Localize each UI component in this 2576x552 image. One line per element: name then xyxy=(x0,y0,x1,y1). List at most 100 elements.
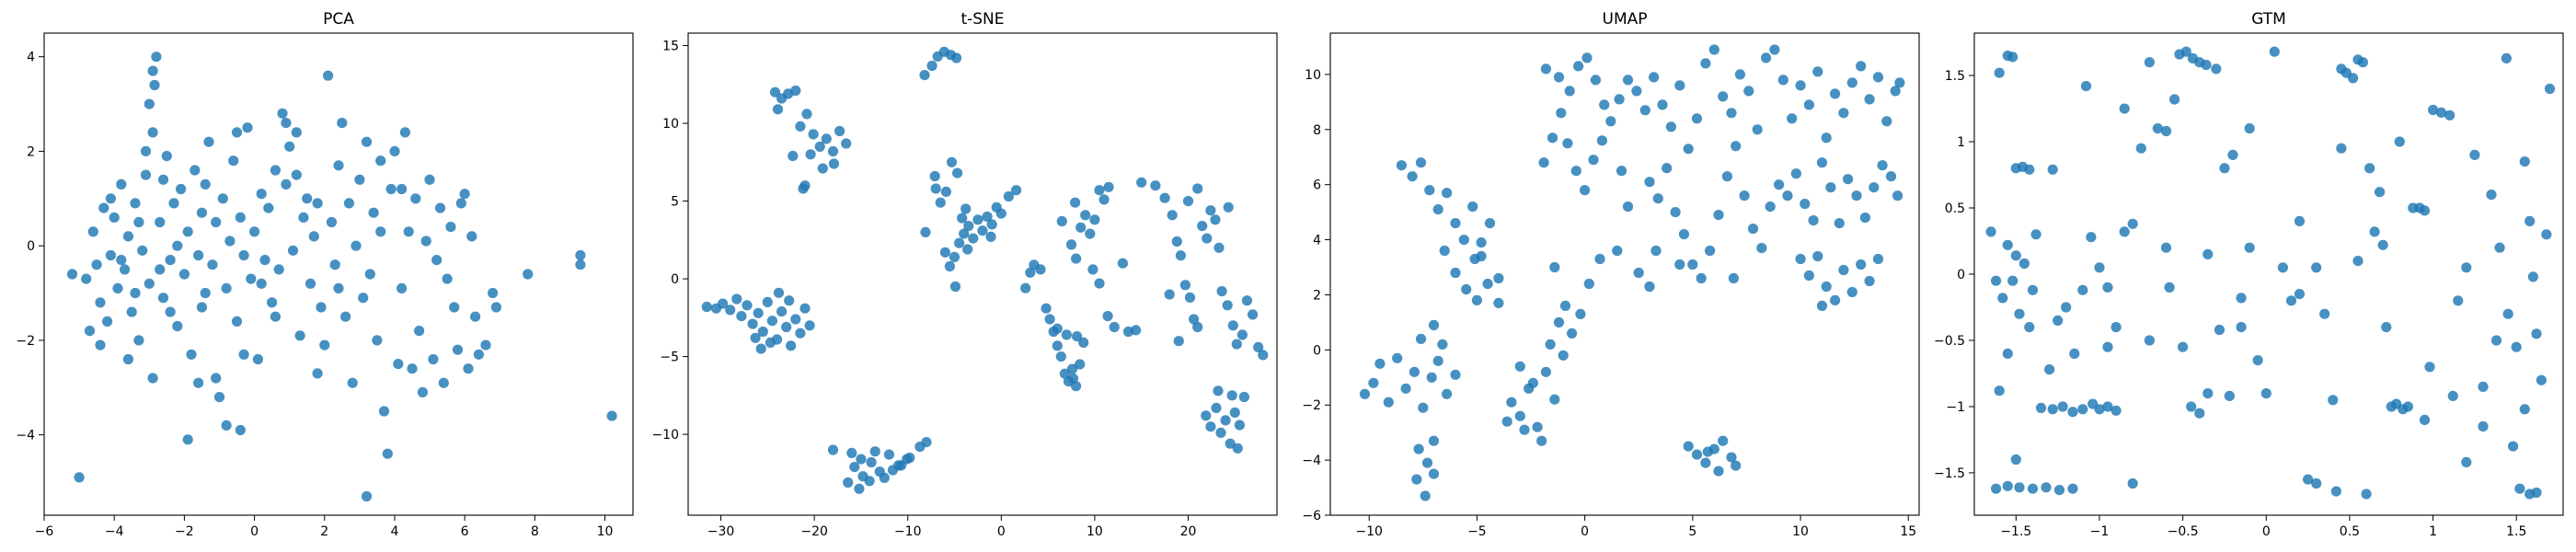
data-point xyxy=(1258,350,1269,361)
data-point xyxy=(757,326,768,338)
data-point xyxy=(1590,75,1601,86)
data-point xyxy=(1501,416,1512,427)
data-point xyxy=(364,269,375,280)
data-point xyxy=(2194,408,2205,419)
data-point xyxy=(1102,311,1113,322)
data-point xyxy=(112,282,123,293)
data-point xyxy=(1383,397,1394,408)
data-point xyxy=(1159,192,1170,203)
data-point xyxy=(2018,258,2030,270)
data-point xyxy=(1075,359,1086,370)
data-point xyxy=(397,183,408,195)
data-point xyxy=(420,236,431,247)
data-point xyxy=(1612,245,1623,257)
data-point xyxy=(2428,104,2439,116)
data-point xyxy=(940,186,951,197)
data-point xyxy=(2544,83,2556,95)
data-point xyxy=(2364,163,2375,174)
data-point xyxy=(2077,284,2088,295)
data-point xyxy=(1739,190,1750,201)
data-point xyxy=(424,174,435,185)
data-point xyxy=(329,259,340,270)
data-point xyxy=(2236,322,2247,333)
data-point xyxy=(246,273,257,284)
data-point xyxy=(368,207,379,218)
data-point xyxy=(2202,248,2214,259)
data-point xyxy=(1846,286,1857,298)
data-point xyxy=(1437,339,1448,350)
data-point xyxy=(1420,490,1431,501)
data-point xyxy=(326,216,337,228)
data-point xyxy=(221,282,232,293)
data-point xyxy=(1774,179,1785,190)
data-point xyxy=(2094,262,2105,273)
data-point xyxy=(120,264,131,275)
data-point xyxy=(849,462,860,473)
data-point xyxy=(2014,482,2025,493)
data-point xyxy=(1728,272,1739,284)
data-point xyxy=(2490,335,2502,346)
data-point xyxy=(879,472,890,484)
data-point xyxy=(165,255,176,266)
data-point xyxy=(2486,190,2497,201)
data-point xyxy=(1461,283,1472,295)
data-point xyxy=(196,302,207,313)
data-point xyxy=(172,320,183,332)
y-tick-label: −10 xyxy=(651,428,679,443)
data-point xyxy=(1816,157,1828,168)
data-point xyxy=(1622,201,1634,213)
data-point xyxy=(575,249,586,261)
data-point xyxy=(442,273,453,284)
data-point xyxy=(305,278,316,289)
data-point xyxy=(2010,454,2021,466)
data-point xyxy=(1583,278,1594,290)
data-point xyxy=(2102,282,2113,293)
data-point xyxy=(769,86,781,98)
data-point xyxy=(864,476,875,487)
data-point xyxy=(1175,250,1186,261)
data-point xyxy=(455,198,466,209)
data-point xyxy=(1564,86,1575,97)
x-tick-label: 0.5 xyxy=(2340,524,2360,539)
data-point xyxy=(2027,284,2039,295)
data-point xyxy=(995,208,1006,219)
x-tick-label: 1 xyxy=(2429,524,2437,539)
data-point xyxy=(1596,135,1607,146)
data-point xyxy=(1071,253,1082,264)
data-point xyxy=(1415,333,1427,344)
data-point xyxy=(1182,196,1194,207)
data-point xyxy=(788,150,799,162)
data-point xyxy=(102,316,113,327)
data-point xyxy=(466,231,477,242)
subplot-title: t-SNE xyxy=(960,10,1004,29)
data-point xyxy=(1549,394,1560,405)
data-point xyxy=(1020,282,1031,293)
data-point xyxy=(91,259,102,270)
data-point xyxy=(1205,421,1216,432)
data-point xyxy=(1070,197,1081,208)
y-tick-label: −5 xyxy=(660,351,679,365)
y-tick-label: −0.5 xyxy=(1934,334,1965,349)
data-point xyxy=(259,255,270,266)
data-point xyxy=(1216,286,1227,297)
data-point xyxy=(1674,80,1685,91)
data-point xyxy=(765,337,776,348)
data-point xyxy=(1189,314,1200,325)
data-point xyxy=(1558,350,1569,361)
data-point xyxy=(1072,331,1083,342)
data-point xyxy=(1877,160,1888,171)
data-point xyxy=(116,178,127,190)
data-point xyxy=(1025,267,1036,278)
data-point xyxy=(843,477,854,489)
data-point xyxy=(904,452,915,464)
data-point xyxy=(1184,292,1196,303)
data-point xyxy=(1864,94,1875,105)
data-point xyxy=(1559,300,1571,311)
data-point xyxy=(1424,185,1435,196)
data-point xyxy=(2069,348,2080,359)
data-point xyxy=(808,129,819,140)
data-point xyxy=(126,306,137,317)
data-point xyxy=(407,363,418,374)
data-point xyxy=(1553,72,1565,83)
data-point xyxy=(105,193,116,204)
